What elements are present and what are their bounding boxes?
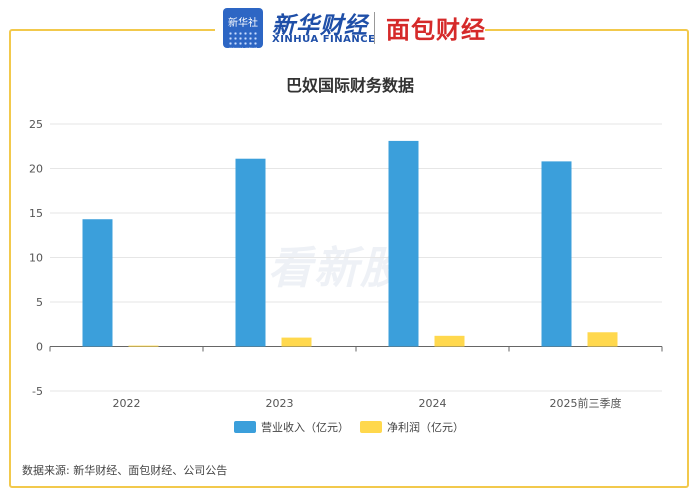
y-tick-label: -5 — [32, 385, 43, 398]
legend-label: 净利润（亿元） — [387, 420, 464, 434]
y-tick-label: 10 — [29, 252, 43, 265]
bar-revenue — [541, 161, 572, 347]
legend-swatch — [234, 421, 256, 433]
watermark: 看新股 — [268, 243, 406, 294]
bar-revenue — [235, 158, 266, 347]
brand-en: XINHUA FINANCE — [272, 34, 376, 45]
bar-revenue — [388, 140, 419, 347]
logo-sub: XINHUA NEWS — [228, 47, 258, 52]
y-tick-label: 15 — [29, 207, 43, 220]
bar-profit — [434, 335, 465, 347]
source-note: 数据来源: 新华财经、面包财经、公司公告 — [22, 464, 228, 477]
header: 新华社 XINHUA NEWS 新华财经 XINHUA FINANCE 面包财经 — [0, 0, 700, 52]
brand-cn: 新华财经 — [272, 13, 368, 39]
header-divider — [374, 12, 375, 44]
partner-brand: 面包财经 — [386, 16, 486, 44]
chart-title: 巴奴国际财务数据 — [285, 76, 414, 95]
bar-profit — [128, 345, 159, 347]
legend-swatch — [360, 421, 382, 433]
y-tick-label: 20 — [29, 163, 43, 176]
y-tick-label: 5 — [36, 296, 43, 309]
legend-label: 营业收入（亿元） — [261, 420, 349, 434]
bar-profit — [281, 337, 312, 347]
x-tick-label: 2022 — [113, 397, 141, 410]
x-tick-label: 2025前三季度 — [550, 396, 622, 410]
logo-label: 新华社 — [228, 18, 258, 29]
x-tick-label: 2023 — [266, 397, 294, 410]
y-tick-label: 0 — [36, 341, 43, 354]
chart-frame — [9, 29, 689, 488]
bar-profit — [587, 332, 618, 347]
y-tick-label: 25 — [29, 118, 43, 131]
bar-revenue — [82, 219, 113, 347]
xinhua-logo-icon: 新华社 XINHUA NEWS — [223, 8, 263, 52]
x-tick-label: 2024 — [419, 397, 447, 410]
